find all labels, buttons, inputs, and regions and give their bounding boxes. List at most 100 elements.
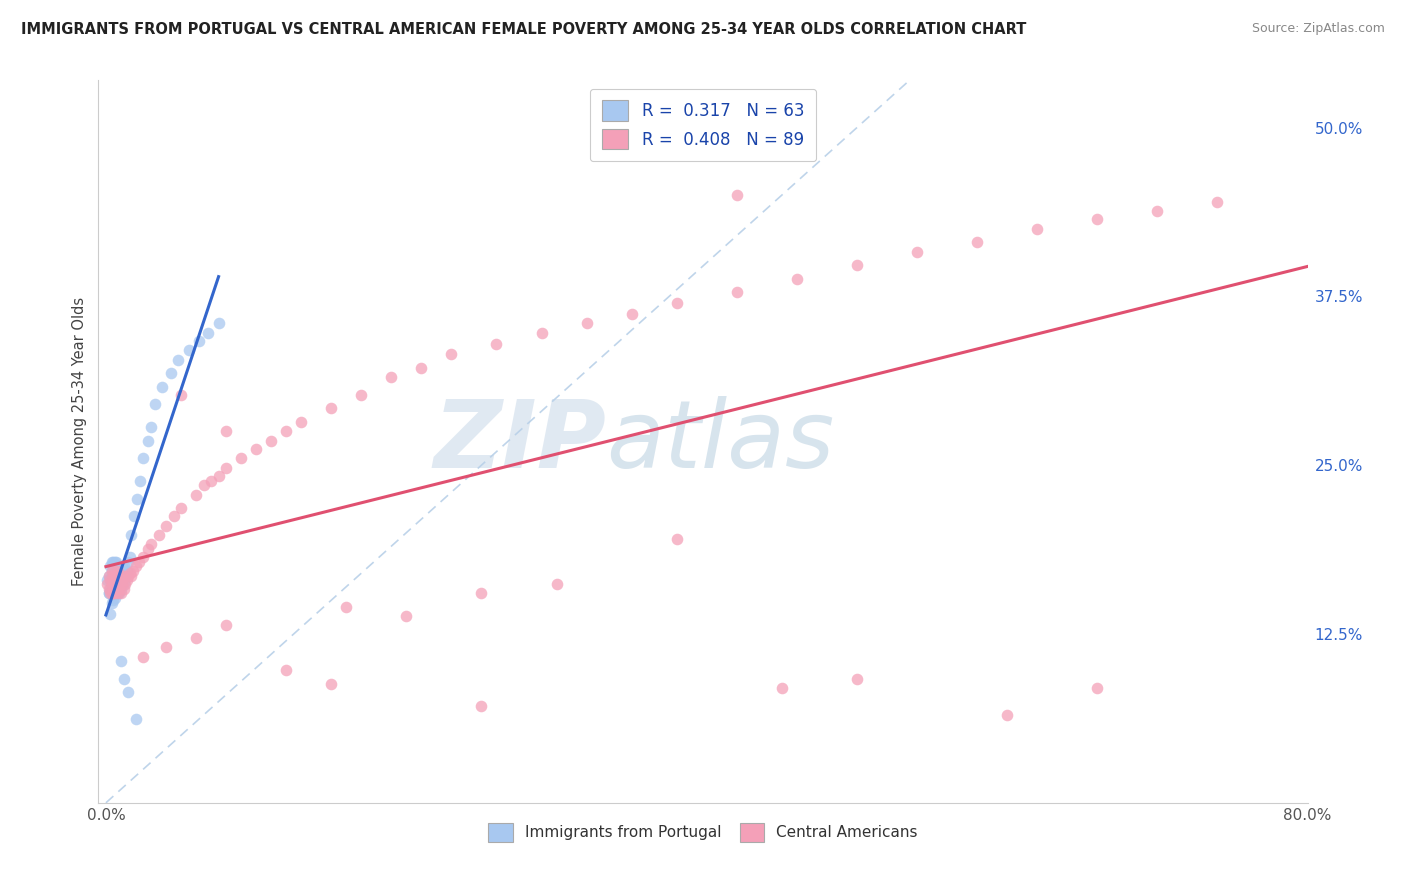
Point [215, 617, 238, 632]
Point [145, 397, 167, 411]
Point [107, 569, 129, 583]
Point [101, 577, 124, 591]
Point [96, 577, 118, 591]
Point [150, 380, 173, 394]
Y-axis label: Female Poverty Among 25-34 Year Olds: Female Poverty Among 25-34 Year Olds [72, 297, 87, 586]
Point [97, 582, 120, 597]
Point [112, 582, 135, 597]
Point [107, 586, 129, 600]
Point [103, 593, 125, 607]
Point [395, 609, 418, 624]
Point [125, 712, 148, 726]
Point [128, 556, 150, 570]
Point [995, 708, 1018, 723]
Point [107, 564, 129, 578]
Point [207, 469, 229, 483]
Point [184, 488, 207, 502]
Point [177, 343, 200, 358]
Point [101, 556, 124, 570]
Point [470, 698, 492, 713]
Point [112, 577, 135, 591]
Point [114, 569, 136, 583]
Point [110, 586, 132, 600]
Point [117, 569, 139, 583]
Point [170, 501, 193, 516]
Point [215, 425, 238, 439]
Point [107, 586, 129, 600]
Point [100, 573, 122, 587]
Point [100, 582, 122, 597]
Point [1085, 212, 1108, 227]
Point [122, 564, 145, 578]
Point [167, 352, 190, 367]
Point [104, 577, 127, 591]
Point [530, 326, 553, 340]
Point [101, 569, 124, 583]
Point [112, 559, 135, 574]
Point [103, 580, 125, 594]
Point [103, 569, 125, 583]
Point [101, 564, 124, 578]
Point [103, 559, 125, 574]
Point [159, 367, 181, 381]
Point [846, 672, 869, 686]
Point [966, 235, 988, 250]
Point [124, 509, 146, 524]
Point [114, 577, 136, 591]
Text: atlas: atlas [606, 396, 835, 487]
Point [101, 586, 124, 600]
Point [100, 559, 122, 574]
Point [97, 586, 120, 600]
Point [110, 654, 132, 668]
Point [276, 425, 298, 439]
Point [110, 573, 132, 587]
Point [411, 360, 433, 375]
Point [229, 451, 252, 466]
Point [117, 556, 139, 570]
Point [104, 577, 127, 591]
Point [380, 370, 402, 384]
Point [129, 475, 152, 489]
Legend: Immigrants from Portugal, Central Americans: Immigrants from Portugal, Central Americ… [481, 815, 925, 849]
Point [103, 586, 125, 600]
Point [104, 586, 127, 600]
Point [105, 556, 128, 570]
Point [215, 461, 238, 475]
Point [440, 347, 463, 361]
Point [335, 599, 357, 614]
Point [321, 401, 343, 416]
Point [245, 442, 267, 456]
Point [148, 528, 170, 542]
Point [100, 586, 122, 600]
Point [103, 569, 125, 583]
Point [260, 434, 283, 448]
Point [104, 591, 127, 605]
Point [111, 577, 134, 591]
Point [121, 528, 143, 542]
Point [127, 491, 149, 506]
Point [105, 582, 128, 597]
Point [155, 640, 177, 655]
Point [188, 334, 211, 348]
Point [118, 566, 141, 581]
Point [97, 569, 120, 583]
Point [1026, 222, 1049, 236]
Point [620, 307, 643, 321]
Point [485, 336, 508, 351]
Point [115, 573, 138, 587]
Point [132, 451, 155, 466]
Point [276, 664, 298, 678]
Point [470, 586, 492, 600]
Point [139, 536, 162, 550]
Point [136, 434, 159, 448]
Text: IMMIGRANTS FROM PORTUGAL VS CENTRAL AMERICAN FEMALE POVERTY AMONG 25-34 YEAR OLD: IMMIGRANTS FROM PORTUGAL VS CENTRAL AMER… [21, 22, 1026, 37]
Point [101, 564, 124, 578]
Point [108, 582, 131, 597]
Point [112, 569, 135, 583]
Point [107, 559, 129, 574]
Point [846, 258, 869, 272]
Point [725, 188, 748, 202]
Point [101, 582, 124, 597]
Point [97, 569, 120, 583]
Point [725, 285, 748, 300]
